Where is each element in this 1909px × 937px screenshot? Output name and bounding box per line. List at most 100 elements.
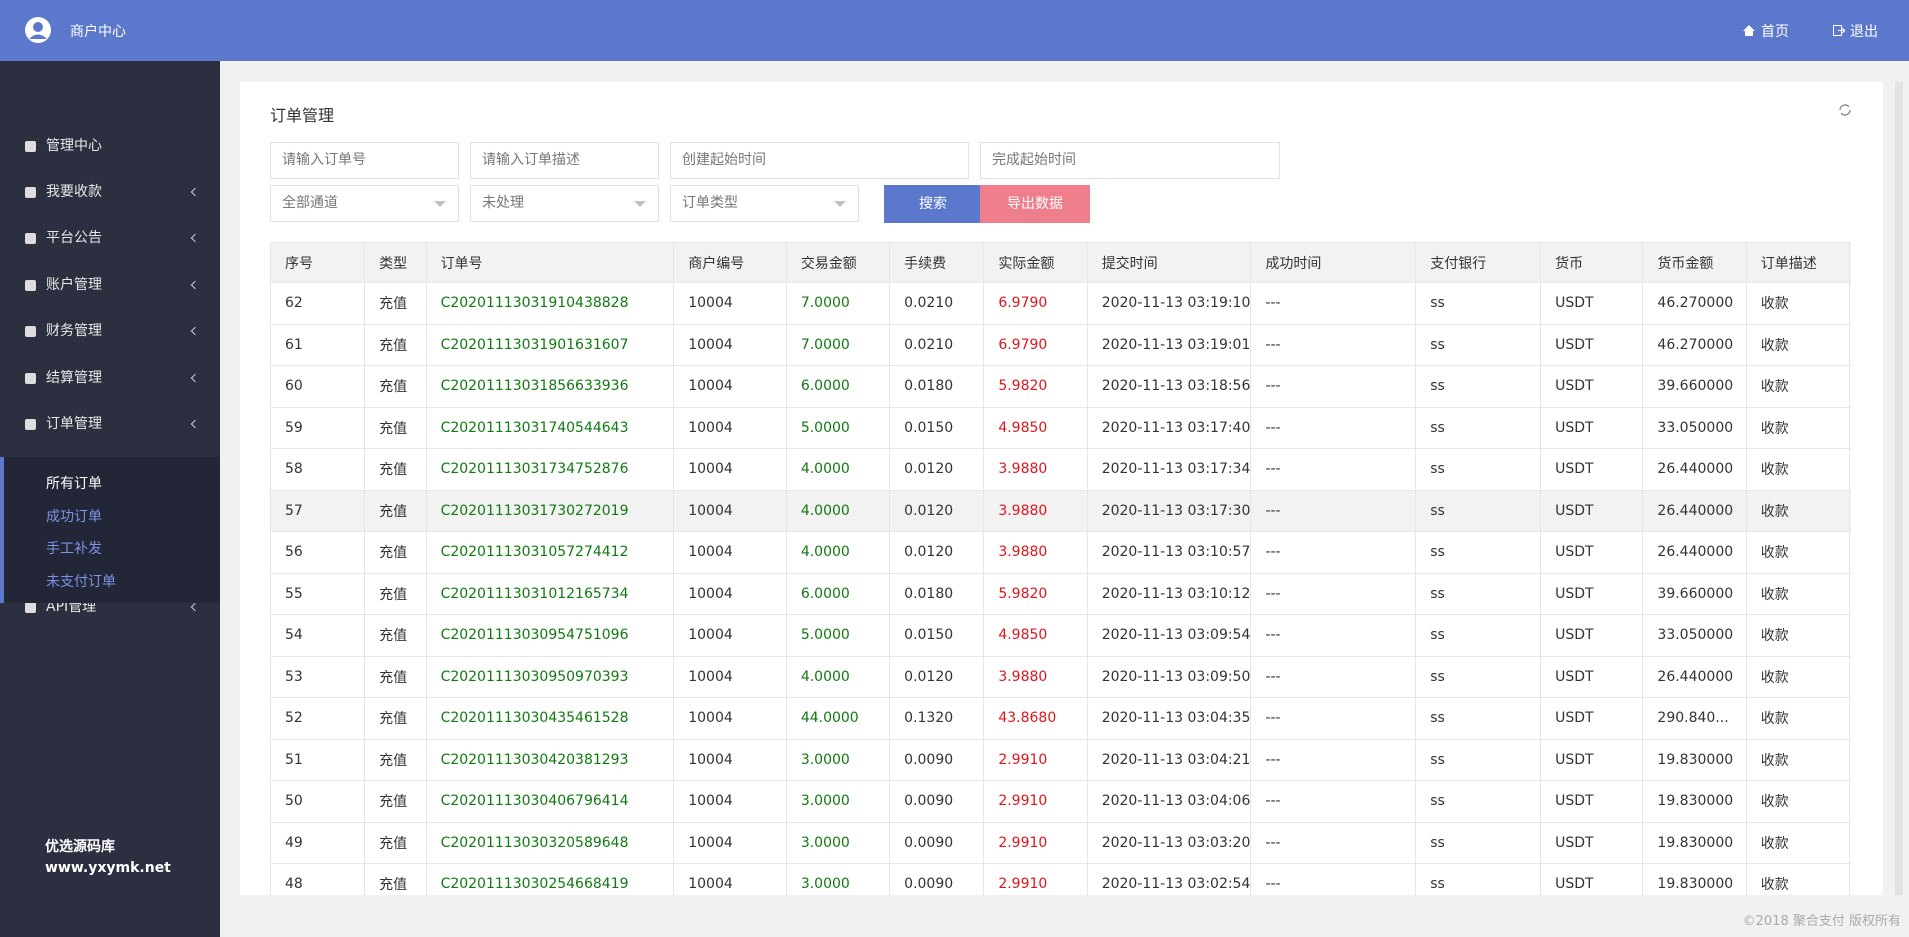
table-cell: ---: [1250, 323, 1417, 366]
table-cell: 2020-11-13 03:04:06: [1086, 780, 1252, 823]
table-row[interactable]: 55 充值 C20201113031012165734 10004 6.0000 0.01…: [270, 572, 1851, 615]
menu-arrow: [190, 280, 200, 290]
table-cell: 10004: [673, 531, 787, 574]
table-cell: 2020-11-13 03:04:21: [1086, 738, 1252, 781]
table-cell: 4.0000: [785, 448, 891, 491]
table-cell: 2020-11-13 03:17:34: [1086, 448, 1252, 491]
table-row[interactable]: 54 充值 C20201113030954751096 10004 5.0000 0.01…: [270, 614, 1851, 657]
table-cell: 0.0150: [889, 614, 985, 657]
menu-item[interactable]: 订单管理: [0, 404, 220, 444]
text-input[interactable]: 完成起始时间: [980, 142, 1280, 179]
table-cell: 0.0120: [889, 655, 985, 698]
table-wrap: 序号 类型 订单号 商户编号 交易金额 手续费 实际金额 提交时间 成功时间 支付银行 货币 货币金额…: [270, 242, 1851, 895]
menu-icon: [25, 187, 36, 198]
table-cell: C20201113031012165734: [425, 572, 675, 615]
table-cell: C20201113031730272019: [425, 489, 675, 532]
submenu-item[interactable]: 未支付订单: [46, 573, 116, 590]
table-cell: 2.9910: [983, 863, 1088, 895]
table-cell: 10004: [673, 614, 787, 657]
menu-item[interactable]: 结算管理: [0, 358, 220, 398]
table-cell: ---: [1250, 448, 1417, 491]
table-cell: USDT: [1540, 863, 1644, 895]
table-cell: ss: [1415, 738, 1542, 781]
table-cell: USDT: [1540, 489, 1644, 532]
table-cell: USDT: [1540, 655, 1644, 698]
refresh-icon[interactable]: [1837, 102, 1853, 118]
watermark-line: www.yxymk.net: [45, 860, 171, 876]
table-cell: 10004: [673, 365, 787, 408]
table-cell: 充值: [364, 655, 427, 698]
table-cell: 2.9910: [983, 780, 1088, 823]
logout-link[interactable]: 退出: [1850, 24, 1878, 40]
menu-item[interactable]: 账户管理: [0, 265, 220, 305]
panel: 订单管理 序号 类型 订单号 商户编号 交易金额 手续费 实际金额 提交时间 成功时间 支付银行货…: [240, 82, 1883, 895]
text-input[interactable]: 请输入订单号: [270, 142, 459, 179]
table-row[interactable]: 57 充值 C20201113031730272019 10004 4.0000 0.01…: [270, 489, 1851, 532]
export-button[interactable]: 导出数据: [980, 185, 1090, 223]
table-cell: USDT: [1540, 821, 1644, 864]
menu-item[interactable]: 财务管理: [0, 311, 220, 351]
scrollbar[interactable]: [1895, 82, 1903, 895]
menu-item[interactable]: 我要收款: [0, 172, 220, 212]
home-icon: [1743, 25, 1755, 36]
table-cell: 充值: [364, 406, 427, 449]
menu-item[interactable]: API管理: [0, 587, 220, 627]
select[interactable]: 未处理: [470, 185, 659, 222]
table-row[interactable]: 59 充值 C20201113031740544643 10004 5.0000 0.01…: [270, 406, 1851, 449]
table-row[interactable]: 56 充值 C20201113031057274412 10004 4.0000 0.01…: [270, 531, 1851, 574]
table-cell: 10004: [673, 821, 787, 864]
table-cell: C20201113030420381293: [425, 738, 675, 781]
table-cell: ss: [1415, 323, 1542, 366]
table-cell: 收款: [1745, 531, 1851, 574]
menu-icon: [25, 280, 36, 291]
table-row[interactable]: 49 充值 C20201113030320589648 10004 3.0000 0.00…: [270, 821, 1851, 864]
table-row[interactable]: 61 充值 C20201113031901631607 10004 7.0000 0.02…: [270, 323, 1851, 366]
table-cell: 收款: [1745, 282, 1851, 325]
submenu-item[interactable]: 成功订单: [46, 508, 102, 525]
table-cell: C20201113030406796414: [425, 780, 675, 823]
menu-icon: [25, 419, 36, 430]
table-cell: 2020-11-13 03:19:10: [1086, 282, 1252, 325]
table-row[interactable]: 53 充值 C20201113030950970393 10004 4.0000 0.01…: [270, 655, 1851, 698]
select[interactable]: 订单类型: [670, 185, 859, 222]
table-row[interactable]: 52 充值 C20201113030435461528 10004 44.0000 0.1…: [270, 697, 1851, 740]
table-cell: ss: [1415, 365, 1542, 408]
table-row[interactable]: 51 充值 C20201113030420381293 10004 3.0000 0.00…: [270, 738, 1851, 781]
table-cell: 60: [270, 365, 366, 408]
table-row[interactable]: 58 充值 C20201113031734752876 10004 4.0000 0.01…: [270, 448, 1851, 491]
menu-item[interactable]: 管理中心: [0, 126, 220, 166]
table-row[interactable]: 48 充值 C20201113030254668419 10004 3.0000 0.00…: [270, 863, 1851, 895]
table-cell: 4.9850: [983, 614, 1088, 657]
home-link[interactable]: 首页: [1761, 24, 1789, 40]
select[interactable]: 全部通道: [270, 185, 459, 222]
text-input[interactable]: 创建起始时间: [670, 142, 969, 179]
table-cell: 5.9820: [983, 365, 1088, 408]
table-cell: 充值: [364, 531, 427, 574]
table-cell: 10004: [673, 282, 787, 325]
table-cell: 2020-11-13 03:09:54: [1086, 614, 1252, 657]
menu-item[interactable]: 平台公告: [0, 218, 220, 258]
table-row[interactable]: 60 充值 C20201113031856633936 10004 6.0000 0.01…: [270, 365, 1851, 408]
table-row[interactable]: 62 充值 C20201113031910438828 10004 7.0000 0.02…: [270, 282, 1851, 325]
submenu-item[interactable]: 所有订单: [46, 476, 102, 492]
column-header: 提交时间: [1086, 242, 1252, 283]
table-cell: 3.0000: [785, 821, 891, 864]
table-cell: 3.9880: [983, 448, 1088, 491]
menu-label: 订单管理: [46, 416, 102, 432]
table-cell: 3.0000: [785, 738, 891, 781]
table-cell: USDT: [1540, 448, 1644, 491]
table-row[interactable]: 50 充值 C20201113030406796414 10004 3.0000 0.00…: [270, 780, 1851, 823]
column-header: 订单描述: [1745, 242, 1851, 283]
search-button[interactable]: 搜索: [884, 185, 982, 223]
table-cell: 0.0180: [889, 365, 985, 408]
table-cell: 0.0090: [889, 780, 985, 823]
table-cell: USDT: [1540, 323, 1644, 366]
table-cell: 26.440000: [1642, 531, 1747, 574]
table-cell: 2020-11-13 03:10:57: [1086, 531, 1252, 574]
text-input[interactable]: 请输入订单描述: [470, 142, 659, 179]
table-cell: 10004: [673, 489, 787, 532]
table-cell: 3.9880: [983, 489, 1088, 532]
menu-arrow: [190, 373, 200, 383]
submenu-item[interactable]: 手工补发: [46, 541, 102, 557]
table-cell: 2.9910: [983, 738, 1088, 781]
